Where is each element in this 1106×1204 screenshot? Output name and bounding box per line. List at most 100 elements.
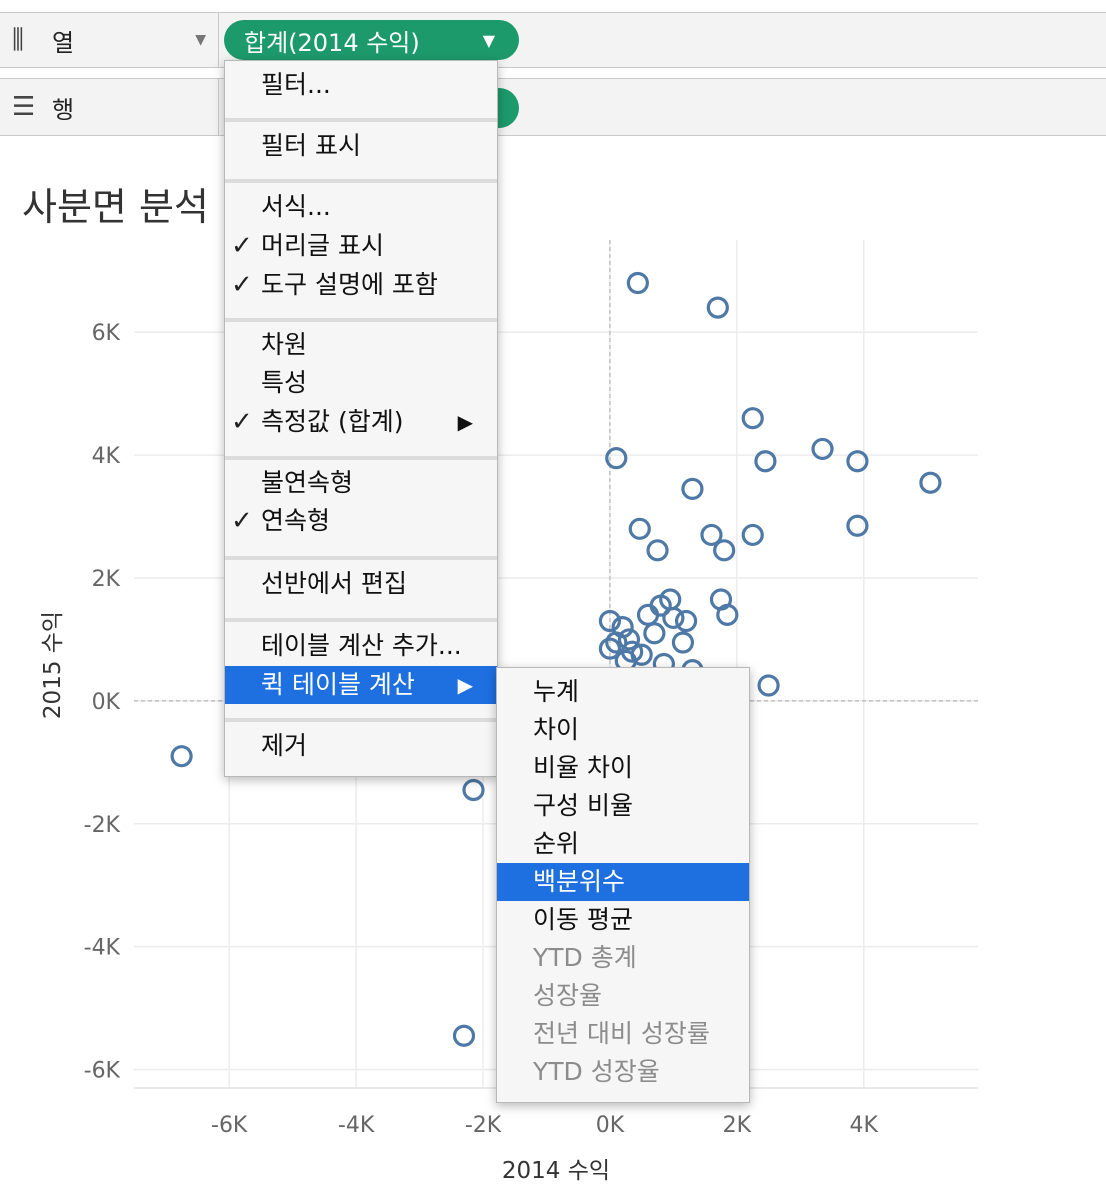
quick-calc-item[interactable]: 누계 [497, 673, 749, 711]
y-tick-label: 4K [92, 444, 121, 469]
chevron-down-icon[interactable]: ▼ [195, 32, 206, 48]
columns-icon: ⫼ [12, 24, 24, 55]
data-point[interactable] [700, 523, 723, 547]
context-menu-item-label: 불연속형 [261, 468, 354, 497]
columns-shelf-label: ⫼ 열 ▼ [0, 13, 219, 67]
data-point[interactable] [754, 450, 777, 473]
y-tick-label: -6K [84, 1059, 121, 1084]
quick-calc-item: YTD 총계 [497, 939, 749, 977]
data-point[interactable] [462, 778, 485, 802]
data-point[interactable] [170, 745, 193, 768]
quick-calc-item-label: YTD 성장율 [533, 1057, 660, 1086]
quick-calc-item[interactable]: 구성 비율 [497, 787, 749, 825]
columns-pill[interactable]: 합계(2014 수익) ▼ [224, 20, 519, 60]
pill-dropdown-icon[interactable]: ▼ [482, 30, 495, 50]
context-menu-item[interactable]: 서식... [225, 188, 497, 226]
data-point[interactable] [598, 609, 622, 633]
quick-calc-item-label: 차이 [533, 715, 580, 744]
y-tick-label: 6K [92, 321, 121, 346]
y-axis-title: 2015 수익 [40, 611, 66, 719]
data-point[interactable] [706, 296, 729, 319]
data-point[interactable] [662, 606, 685, 630]
context-menu-item[interactable]: 제거 [225, 727, 497, 765]
quick-calc-item-label: 성장율 [533, 981, 603, 1010]
x-tick-label: 4K [850, 1113, 879, 1138]
context-menu-item-label: 제거 [261, 731, 308, 760]
data-point[interactable] [671, 631, 695, 654]
rows-shelf[interactable]: ☰ 행 [0, 78, 1106, 136]
context-menu-item[interactable]: ✓ 연속형 [225, 502, 497, 540]
context-menu-item[interactable]: 테이블 계산 추가... [225, 627, 497, 665]
context-menu-item-label: 퀵 테이블 계산 [261, 670, 415, 699]
quick-calc-item[interactable]: 비율 차이 [497, 749, 749, 787]
data-point[interactable] [452, 1024, 476, 1047]
quick-calc-item-label: 이동 평균 [533, 905, 633, 934]
data-point[interactable] [757, 674, 780, 697]
rows-icon: ☰ [12, 92, 36, 122]
quick-calc-item[interactable]: 차이 [497, 711, 749, 749]
quick-calc-item-label: 백분위수 [533, 867, 626, 896]
context-menu-item[interactable]: 필터... [225, 66, 497, 104]
context-menu-item-label: 선반에서 편집 [261, 569, 407, 598]
menu-separator [225, 179, 497, 183]
y-tick-label: 0K [92, 690, 121, 715]
context-menu-item[interactable]: 특성 [225, 364, 497, 402]
x-tick-label: 0K [596, 1113, 625, 1138]
data-point[interactable] [646, 539, 669, 562]
data-point[interactable] [598, 637, 622, 660]
y-tick-label: -4K [84, 936, 121, 961]
data-point[interactable] [716, 603, 739, 626]
data-point[interactable] [674, 609, 698, 633]
context-menu-item-label: 도구 설명에 포함 [261, 270, 438, 299]
data-point[interactable] [811, 437, 834, 461]
data-point[interactable] [846, 450, 869, 473]
columns-shelf[interactable]: ⫼ 열 ▼ 합계(2014 수익) ▼ [0, 12, 1106, 68]
quick-calc-item-label: 누계 [533, 677, 580, 706]
x-tick-label: 2K [723, 1113, 752, 1138]
context-menu-item-label: 머리글 표시 [261, 231, 384, 260]
columns-pill-label: 합계(2014 수익) [244, 28, 420, 57]
context-menu-item[interactable]: 필터 표시 [225, 127, 497, 165]
quick-calc-item-label: 전년 대비 성장률 [533, 1019, 710, 1048]
data-point[interactable] [919, 471, 942, 494]
context-menu-item-label: 측정값 (합계) [261, 407, 404, 436]
context-menu-item[interactable]: 불연속형 [225, 464, 497, 502]
context-menu-item[interactable]: ✓ 측정값 (합계) ▶ [225, 403, 497, 441]
data-point[interactable] [605, 631, 628, 654]
data-point[interactable] [846, 514, 869, 537]
data-point[interactable] [643, 622, 666, 645]
context-menu-item[interactable]: 퀵 테이블 계산 ▶ [225, 666, 497, 704]
data-point[interactable] [605, 447, 628, 470]
quick-calc-item[interactable]: 순위 [497, 825, 749, 863]
menu-separator [225, 456, 497, 460]
submenu-arrow-icon: ▶ [457, 673, 473, 697]
data-point[interactable] [626, 271, 649, 295]
context-menu-item[interactable]: 선반에서 편집 [225, 565, 497, 603]
rows-shelf-label: ☰ 행 [0, 79, 219, 135]
data-point[interactable] [741, 523, 764, 547]
context-menu-item-label: 필터 표시 [261, 131, 361, 160]
quick-calc-item[interactable]: 백분위수 [497, 863, 749, 901]
checkmark-icon: ✓ [231, 407, 253, 437]
context-menu-item[interactable]: 차원 [225, 326, 497, 364]
quick-calc-item: 성장율 [497, 977, 749, 1015]
context-menu-item-label: 연속형 [261, 506, 331, 535]
data-point[interactable] [628, 517, 651, 540]
checkmark-icon: ✓ [231, 270, 253, 300]
context-menu-item[interactable]: ✓ 도구 설명에 포함 [225, 266, 497, 304]
rows-label: 행 [52, 95, 75, 124]
context-menu-item-label: 서식... [261, 192, 331, 221]
data-point[interactable] [713, 539, 736, 562]
menu-separator [225, 118, 497, 122]
quick-calc-item[interactable]: 이동 평균 [497, 901, 749, 939]
context-menu-item[interactable]: ✓ 머리글 표시 [225, 227, 497, 265]
data-point[interactable] [681, 477, 704, 500]
checkmark-icon: ✓ [231, 506, 253, 536]
data-point[interactable] [617, 628, 641, 651]
checkmark-icon: ✓ [231, 231, 253, 261]
data-point[interactable] [741, 407, 764, 430]
quick-calc-item-label: 구성 비율 [533, 791, 633, 820]
x-axis-title: 2014 수익 [502, 1158, 610, 1184]
